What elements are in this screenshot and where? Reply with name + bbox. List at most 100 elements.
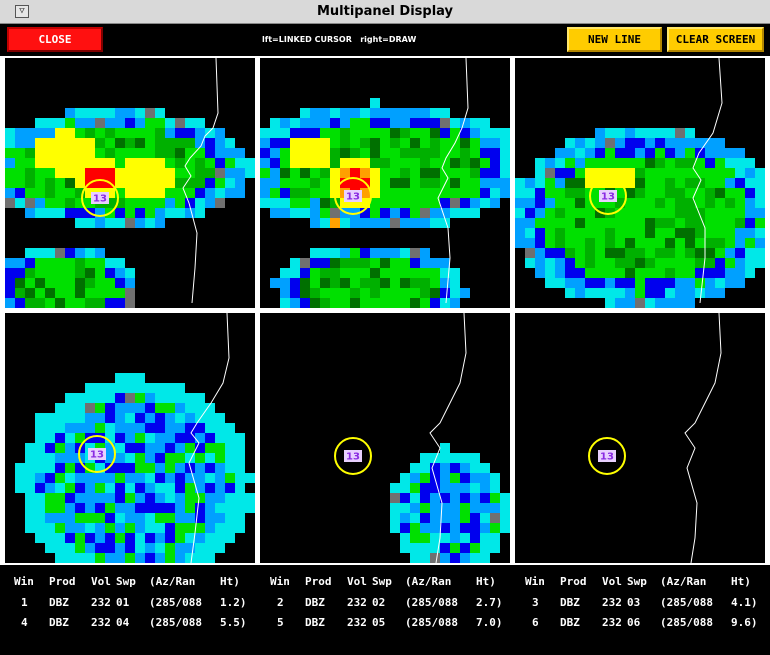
- table-cell: DBZ: [560, 596, 580, 609]
- echo-cell: [105, 523, 115, 533]
- echo-cell: [500, 503, 510, 513]
- echo-cell: [500, 138, 510, 148]
- echo-cell: [260, 148, 270, 158]
- echo-cell: [290, 268, 300, 278]
- radar-panel-1[interactable]: 13: [5, 58, 255, 308]
- echo-cell: [45, 168, 55, 178]
- echo-cell: [400, 138, 410, 148]
- echo-cell: [420, 523, 430, 533]
- echo-cell: [565, 158, 575, 168]
- radar-panel-3[interactable]: 13: [515, 58, 765, 308]
- echo-cell: [135, 403, 145, 413]
- echo-cell: [515, 178, 525, 188]
- echo-cell: [410, 473, 420, 483]
- echo-cell: [470, 553, 480, 563]
- echo-cell: [105, 148, 115, 158]
- window-menu-icon[interactable]: ▽: [15, 5, 29, 18]
- echo-cell: [420, 158, 430, 168]
- echo-cell: [400, 483, 410, 493]
- echo-cell: [565, 198, 575, 208]
- echo-cell: [85, 533, 95, 543]
- echo-cell: [470, 523, 480, 533]
- close-button[interactable]: CLOSE: [7, 27, 103, 52]
- echo-cell: [105, 168, 115, 178]
- echo-cell: [105, 383, 115, 393]
- echo-cell: [595, 178, 605, 188]
- echo-cell: [280, 198, 290, 208]
- echo-cell: [145, 188, 155, 198]
- echo-cell: [320, 168, 330, 178]
- echo-cell: [430, 128, 440, 138]
- echo-cell: [575, 188, 585, 198]
- echo-cell: [380, 218, 390, 228]
- echo-cell: [135, 118, 145, 128]
- echo-cell: [430, 513, 440, 523]
- echo-cell: [165, 493, 175, 503]
- echo-cell: [320, 248, 330, 258]
- radar-panel-4[interactable]: 13: [5, 313, 255, 563]
- echo-cell: [85, 218, 95, 228]
- echo-cell: [310, 148, 320, 158]
- table-cell: DBZ: [49, 616, 69, 629]
- echo-cell: [450, 543, 460, 553]
- echo-cell: [430, 218, 440, 228]
- echo-cell: [645, 258, 655, 268]
- echo-cell: [95, 483, 105, 493]
- echo-cell: [35, 513, 45, 523]
- echo-cell: [745, 198, 755, 208]
- echo-cell: [75, 168, 85, 178]
- echo-cell: [705, 268, 715, 278]
- echo-cell: [300, 158, 310, 168]
- echo-cell: [45, 258, 55, 268]
- echo-cell: [155, 523, 165, 533]
- echo-cell: [75, 403, 85, 413]
- echo-cell: [440, 298, 450, 308]
- echo-cell: [85, 118, 95, 128]
- echo-cell: [460, 523, 470, 533]
- echo-cell: [525, 248, 535, 258]
- echo-cell: [480, 473, 490, 483]
- echo-cell: [215, 443, 225, 453]
- echo-cell: [725, 208, 735, 218]
- echo-cell: [85, 553, 95, 563]
- echo-cell: [55, 503, 65, 513]
- echo-cell: [535, 248, 545, 258]
- echo-cell: [155, 423, 165, 433]
- echo-cell: [65, 118, 75, 128]
- echo-cell: [490, 138, 500, 148]
- echo-cell: [655, 298, 665, 308]
- echo-cell: [340, 158, 350, 168]
- echo-cell: [725, 258, 735, 268]
- echo-cell: [420, 108, 430, 118]
- echo-cell: [185, 188, 195, 198]
- radar-panel-2[interactable]: 13: [260, 58, 510, 308]
- echo-cell: [470, 543, 480, 553]
- echo-cell: [735, 148, 745, 158]
- echo-cell: [330, 288, 340, 298]
- echo-cell: [460, 158, 470, 168]
- echo-cell: [165, 473, 175, 483]
- echo-cell: [310, 268, 320, 278]
- echo-cell: [105, 278, 115, 288]
- echo-cell: [500, 148, 510, 158]
- echo-cell: [95, 553, 105, 563]
- echo-cell: [135, 453, 145, 463]
- table-header: Vol: [602, 575, 622, 588]
- echo-cell: [500, 168, 510, 178]
- echo-cell: [320, 188, 330, 198]
- echo-cell: [270, 178, 280, 188]
- echo-cell: [330, 138, 340, 148]
- echo-cell: [440, 443, 450, 453]
- echo-cell: [35, 248, 45, 258]
- echo-cell: [725, 178, 735, 188]
- echo-cell: [115, 188, 125, 198]
- echo-cell: [35, 443, 45, 453]
- table-header: Win: [14, 575, 34, 588]
- radar-panel-5[interactable]: 13: [260, 313, 510, 563]
- clear-screen-button[interactable]: CLEAR SCREEN: [667, 27, 764, 52]
- radar-panel-6[interactable]: 13: [515, 313, 765, 563]
- echo-cell: [310, 288, 320, 298]
- new-line-button[interactable]: NEW LINE: [567, 27, 662, 52]
- echo-cell: [410, 463, 420, 473]
- echo-cell: [725, 158, 735, 168]
